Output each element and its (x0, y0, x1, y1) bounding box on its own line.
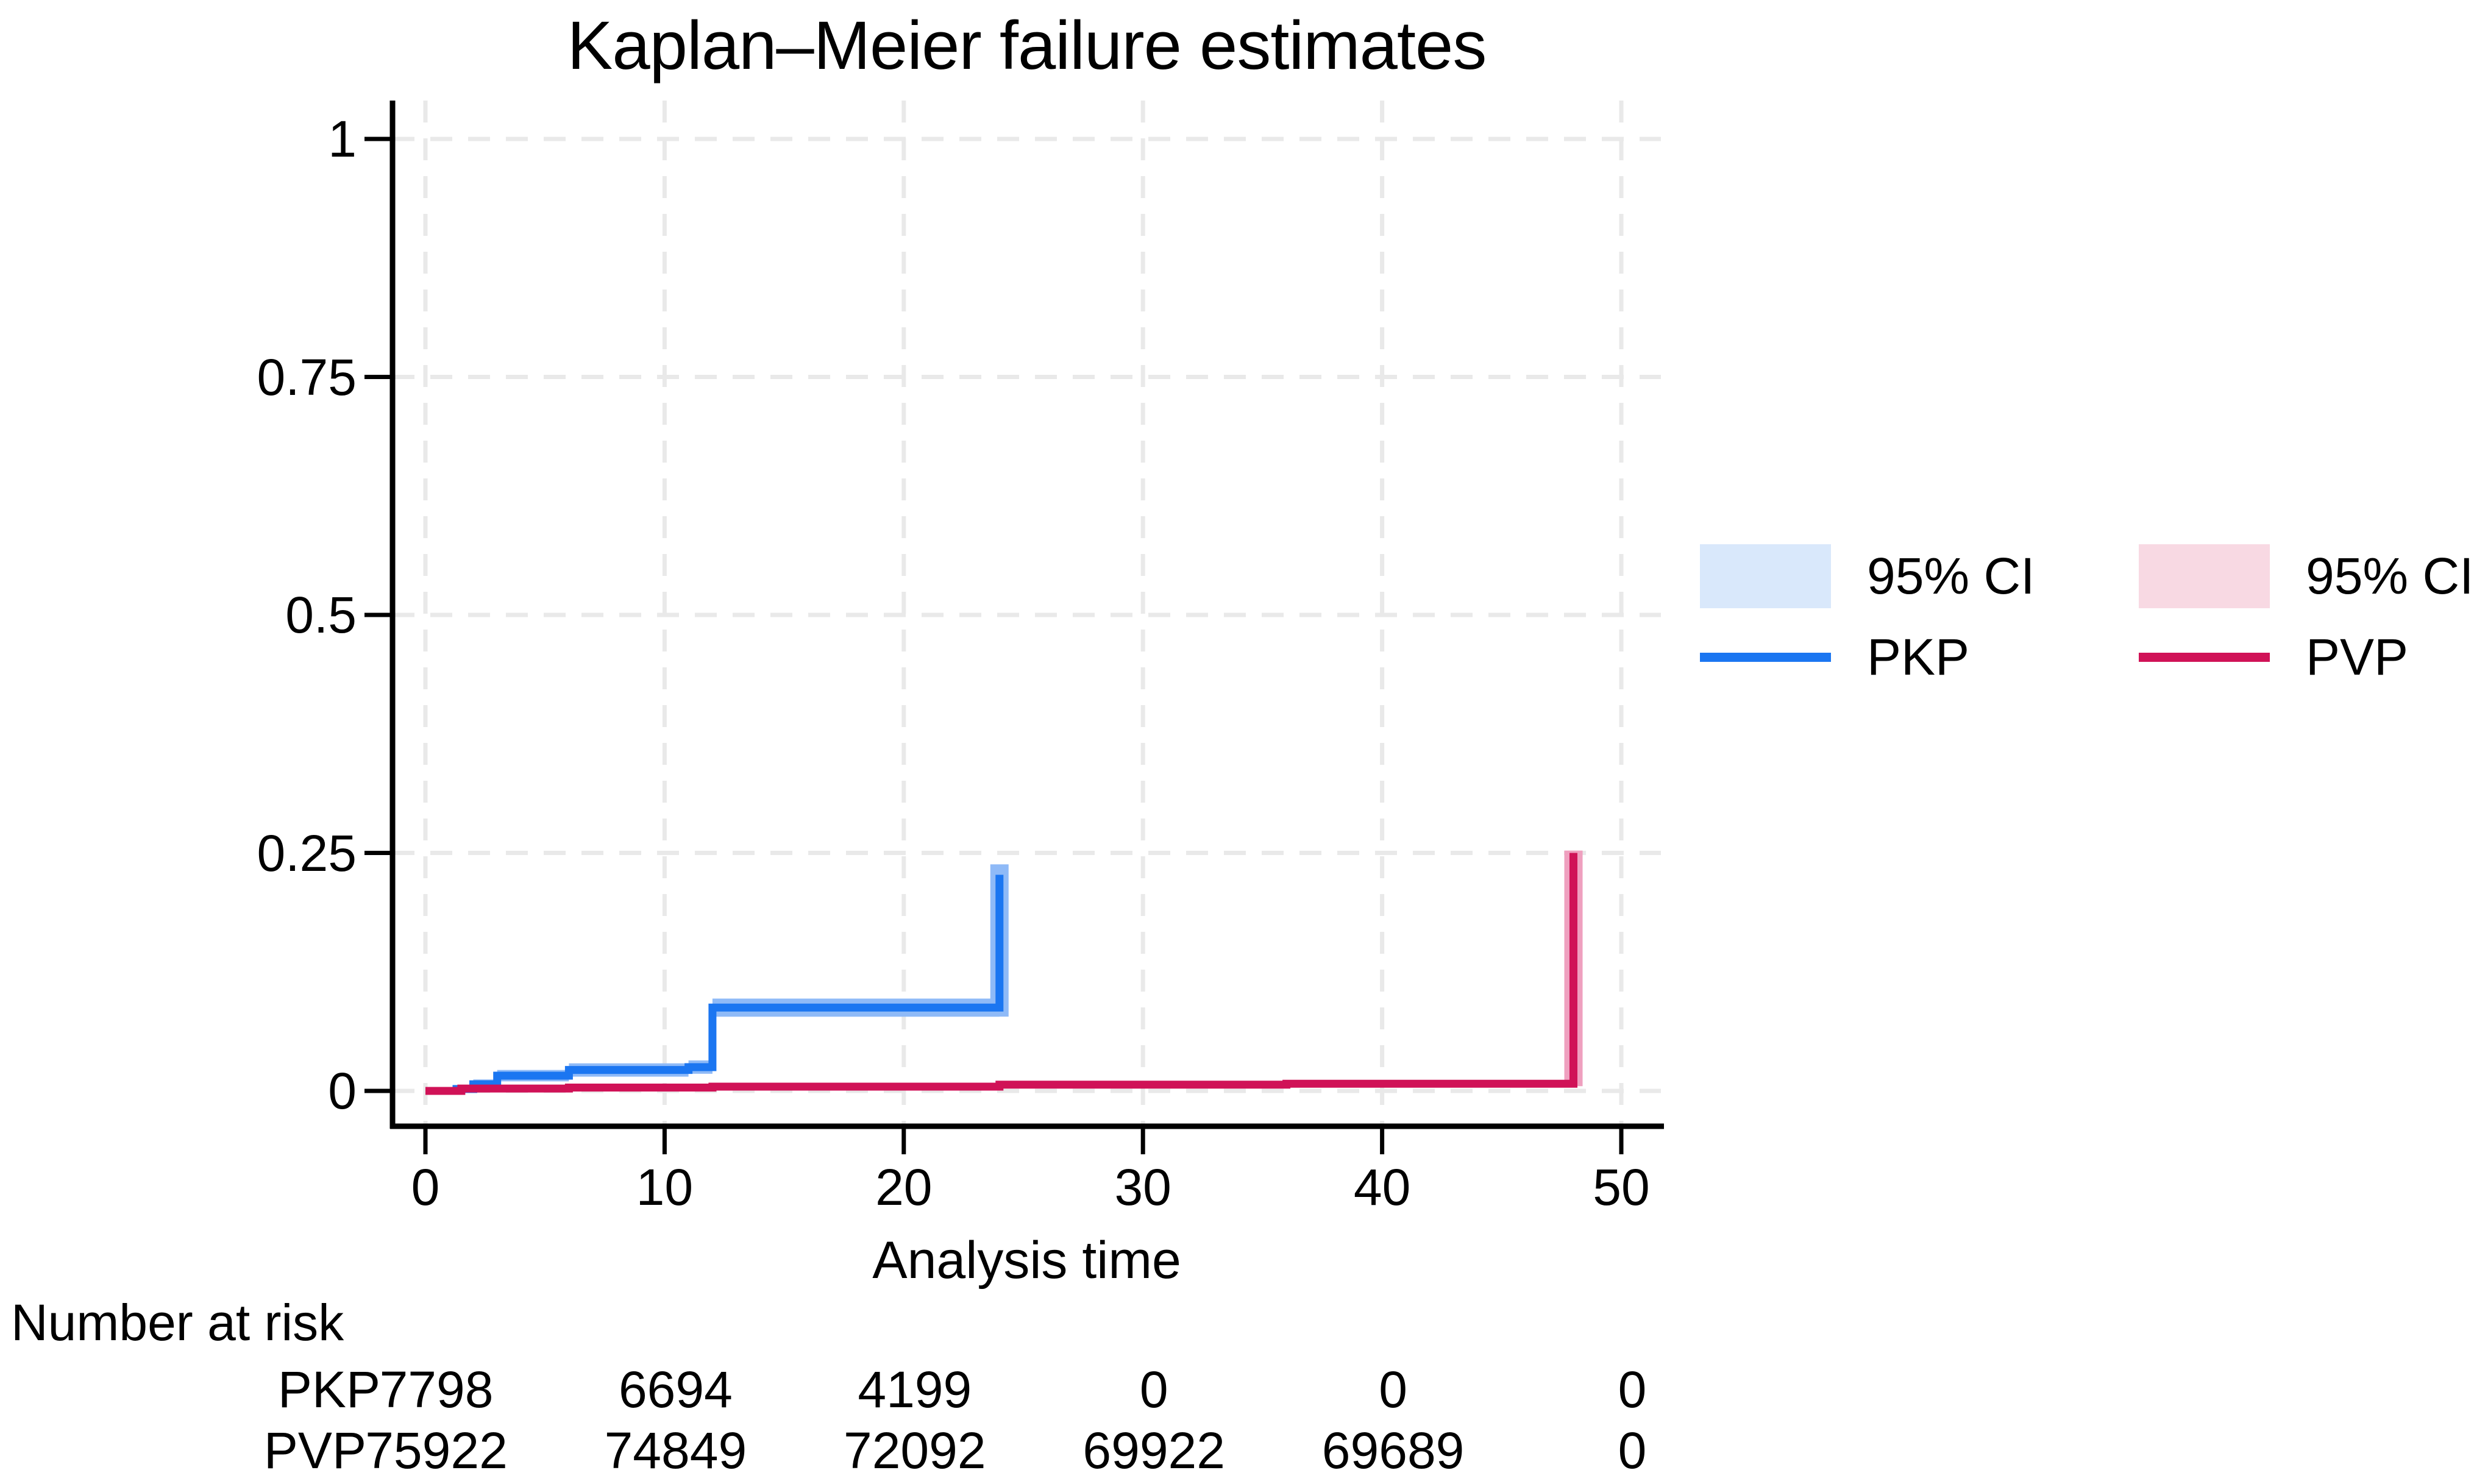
chart-title: Kaplan–Meier failure estimates (567, 7, 1487, 83)
risk-value-pvp-t40: 69689 (1321, 1422, 1465, 1479)
y-tick-label-0.5: 0.5 (285, 586, 357, 644)
pkp-curve (425, 875, 1004, 1095)
risk-value-pvp-t0: 75922 (365, 1422, 508, 1479)
x-tick-label-30: 30 (1114, 1159, 1171, 1216)
x-tick-label-40: 40 (1353, 1159, 1411, 1216)
pvp-curve (425, 853, 1577, 1095)
risk-value-pkp-t40: 0 (1379, 1361, 1407, 1418)
risk-row-label-pkp: PKP (277, 1361, 380, 1418)
y-tick-label-0.75: 0.75 (257, 348, 357, 406)
risk-value-pvp-t20: 72092 (844, 1422, 986, 1479)
risk-value-pvp-t30: 69922 (1082, 1422, 1225, 1479)
x-axis-title: Analysis time (872, 1231, 1181, 1290)
risk-value-pkp-t30: 0 (1139, 1361, 1168, 1418)
x-tick-label-0: 0 (411, 1159, 440, 1216)
risk-row-label-pvp: PVP (263, 1422, 366, 1479)
y-tick-label-0: 0 (328, 1062, 357, 1120)
risk-value-pkp-t0: 7798 (379, 1361, 494, 1418)
risk-value-pkp-t10: 6694 (618, 1361, 733, 1418)
y-tick-label-0.25: 0.25 (257, 824, 357, 882)
risk-value-pkp-t50: 0 (1618, 1361, 1647, 1418)
legend-label-pvp-ci: 95% CI (2306, 547, 2474, 605)
x-tick-label-10: 10 (636, 1159, 694, 1216)
risk-value-pkp-t20: 4199 (858, 1361, 972, 1418)
risk-table-title: Number at risk (11, 1294, 344, 1351)
x-tick-label-50: 50 (1593, 1159, 1650, 1216)
legend-line-swatch-pvp (2139, 653, 2270, 662)
legend-label-pvp-line: PVP (2306, 628, 2409, 686)
legend-label-pkp-line: PKP (1867, 628, 1970, 686)
legend-label-pkp-ci: 95% CI (1867, 547, 2035, 605)
y-tick-label-1: 1 (328, 110, 357, 168)
legend-ci-swatch-pvp (2139, 544, 2270, 608)
risk-value-pvp-t50: 0 (1618, 1422, 1647, 1479)
x-tick-label-20: 20 (875, 1159, 933, 1216)
risk-value-pvp-t10: 74849 (604, 1422, 747, 1479)
legend-line-swatch-pkp (1700, 653, 1831, 662)
legend-ci-swatch-pkp (1700, 544, 1831, 608)
